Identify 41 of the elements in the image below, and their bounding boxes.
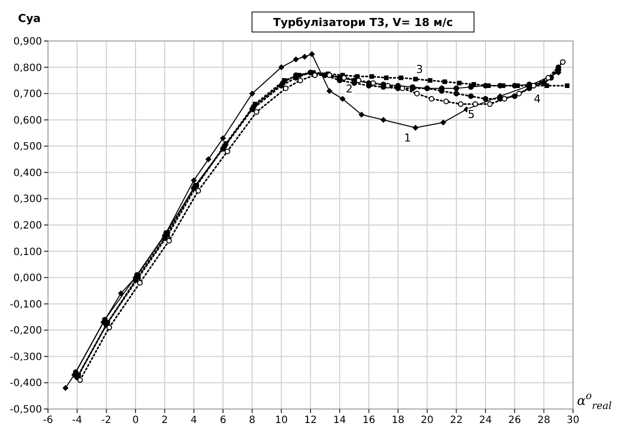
y-tick-label: 0,800 (13, 62, 42, 74)
y-tick-label: -0,200 (10, 326, 42, 337)
x-tick-label: 26 (508, 415, 522, 426)
x-tick-label: 24 (479, 415, 492, 426)
y-axis-title: Cya (18, 12, 41, 25)
chart-title: Турбулізатори Т3, V= 18 м/с (273, 16, 453, 29)
y-tick-label: 0,000 (13, 273, 42, 284)
series-label: 3 (416, 63, 423, 76)
y-tick-label: 0,100 (13, 246, 42, 258)
y-tick-label: -0,400 (10, 378, 42, 390)
series-label: 5 (468, 108, 475, 122)
x-tick-label: 6 (220, 415, 226, 426)
y-tick-label: 0,700 (13, 89, 42, 100)
y-tick-label: 0,500 (13, 142, 42, 153)
x-tick-label: -4 (72, 415, 82, 426)
x-tick-label: 18 (392, 415, 404, 426)
y-tick-label: -0,100 (10, 299, 42, 310)
x-tick-label: 12 (304, 415, 317, 426)
y-tick-label: -0,300 (10, 352, 42, 363)
x-tick-label: 2 (161, 415, 168, 426)
x-tick-label: 8 (248, 415, 256, 426)
x-tick-label: 16 (362, 415, 376, 426)
x-tick-label: 28 (537, 415, 550, 426)
series-label: 1 (404, 132, 411, 145)
y-tick-label: 0,400 (13, 168, 42, 179)
x-tick-label: 14 (333, 415, 346, 426)
x-tick-label: -6 (43, 415, 53, 426)
y-tick-label: -0,500 (10, 404, 42, 416)
x-tick-label: 30 (566, 415, 580, 426)
x-tick-label: 4 (190, 415, 198, 426)
y-tick-label: 0,200 (13, 220, 42, 232)
y-tick-label: 0,600 (13, 115, 42, 126)
x-tick-label: 10 (274, 415, 288, 426)
x-tick-label: 20 (420, 415, 434, 426)
x-tick-label: 22 (450, 415, 463, 426)
series-label: 2 (346, 82, 353, 96)
series-label: 4 (534, 92, 541, 106)
x-tick-label: -2 (101, 415, 112, 426)
x-tick-label: 0 (132, 415, 139, 426)
y-tick-label: 0,900 (13, 36, 42, 48)
y-tick-label: 0,300 (13, 194, 42, 206)
